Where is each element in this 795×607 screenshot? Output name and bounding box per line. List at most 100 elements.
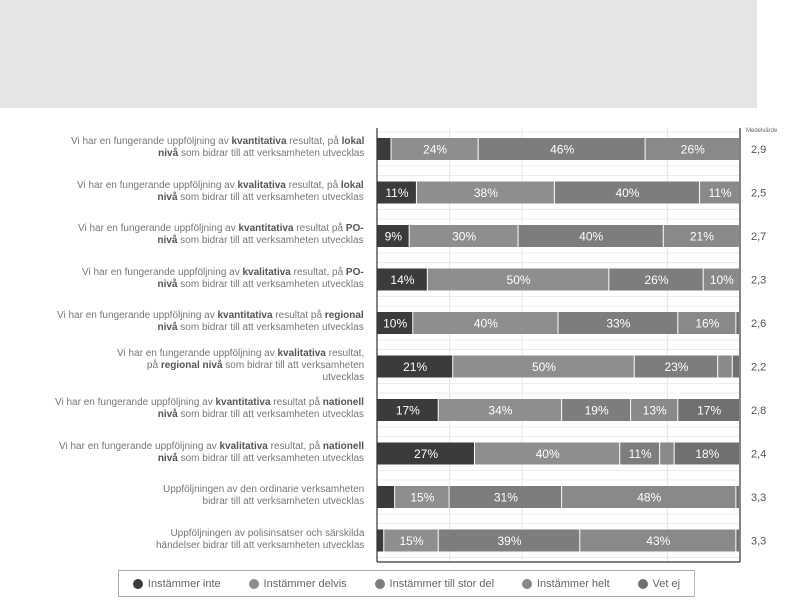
legend-item: Instämmer delvis (248, 577, 347, 590)
median-value: 2,3 (751, 275, 766, 287)
bar-segment (736, 529, 739, 552)
bar-segment (478, 138, 645, 160)
legend-swatch (132, 578, 143, 589)
data-label: 15% (399, 534, 423, 548)
median-value: 2,4 (751, 449, 766, 461)
data-label: 9% (385, 230, 403, 244)
legend-label: Instämmer till stor del (389, 577, 495, 590)
data-label: 15% (410, 491, 434, 505)
bar-segment (475, 442, 620, 465)
bar-segment (377, 312, 413, 334)
category-label: Vi har en fungerande uppföljning av kval… (117, 347, 365, 383)
data-label: 11% (385, 186, 408, 200)
data-label: 24% (423, 143, 447, 157)
data-label: 34% (488, 404, 512, 418)
data-label: 10% (710, 273, 734, 287)
data-label: 40% (474, 317, 498, 331)
bar-segment (453, 355, 634, 378)
data-label: 40% (615, 186, 639, 200)
data-label: 16% (695, 317, 719, 331)
bar-segment (377, 529, 384, 552)
median-value: 2,7 (751, 231, 766, 243)
median-value: 2,5 (751, 188, 766, 200)
data-label: 40% (536, 447, 560, 461)
legend-swatch (248, 578, 259, 589)
data-label: 19% (585, 404, 609, 418)
category-label: Vi har en fungerande uppföljning av kvan… (71, 136, 365, 159)
bar-segment (377, 268, 427, 291)
data-label: 43% (646, 534, 670, 548)
legend-label: Instämmer helt (536, 577, 610, 590)
data-label: 39% (497, 534, 521, 548)
bar-segment (395, 486, 449, 508)
bar-segment (620, 442, 660, 465)
median-column-title: Medelvärde (746, 128, 778, 134)
data-label: 11% (629, 447, 652, 461)
bar-segment (736, 486, 739, 508)
bar-segment (413, 312, 558, 334)
bar-segment (377, 399, 438, 421)
bar-segment (674, 442, 739, 465)
data-label: 46% (550, 143, 574, 157)
legend-label: Instämmer inte (147, 577, 221, 590)
bar-segment (580, 529, 736, 552)
bar-segment (377, 138, 391, 160)
bar-segment (427, 268, 609, 291)
legend-item: Instämmer helt (521, 577, 610, 590)
data-label: 21% (690, 230, 714, 244)
data-label: 13% (643, 404, 667, 418)
bar-segment (449, 486, 562, 508)
data-label: 17% (697, 404, 721, 418)
data-label: 31% (494, 491, 518, 505)
bar-segment (562, 399, 631, 421)
data-label: 18% (695, 447, 719, 461)
data-label: 10% (383, 317, 407, 331)
bar-segment (631, 399, 678, 421)
data-label: 30% (452, 230, 476, 244)
bar-segment (377, 355, 453, 378)
category-label: Uppföljningen av polisinsatser och särsk… (156, 527, 365, 551)
bar-segment (438, 399, 562, 421)
data-label: 11% (708, 186, 731, 200)
data-label: 14% (390, 273, 414, 287)
bar-segment (554, 181, 700, 204)
legend-item: Instämmer inte (132, 577, 221, 590)
bar-segment (377, 225, 409, 247)
bar-segment (377, 181, 416, 204)
bar-segment (678, 399, 739, 421)
median-value: 3,3 (751, 536, 766, 548)
data-label: 33% (606, 317, 630, 331)
legend-label: Instämmer delvis (263, 577, 347, 590)
bar-segment (736, 312, 739, 334)
bar-segment (409, 225, 518, 247)
bar-segment (609, 268, 703, 291)
bar-segment (438, 529, 580, 552)
legend: Instämmer inte Instämmer delvis Instämmer … (118, 570, 695, 597)
category-label: Vi har en fungerande uppföljning av kval… (77, 179, 364, 203)
bar-segment (634, 355, 718, 378)
bar-segment (518, 225, 663, 247)
bar-segment (558, 312, 678, 334)
data-label: 27% (414, 447, 438, 461)
category-label: Vi har en fungerande uppföljning av kvan… (78, 223, 364, 246)
data-label: 50% (507, 273, 531, 287)
data-label: 26% (644, 273, 668, 287)
data-label: 23% (664, 360, 688, 374)
bar-segment (732, 355, 739, 378)
header-banner (0, 0, 757, 108)
bar-segment (703, 268, 739, 291)
bar-segment (700, 181, 739, 204)
bar-segment (377, 442, 475, 465)
bar-segment (645, 138, 739, 160)
bar-segment (384, 529, 438, 552)
median-value: 2,8 (751, 405, 766, 417)
category-label: Vi har en fungerande uppföljning av kvan… (55, 397, 364, 420)
legend-item: Vet ej (637, 578, 680, 590)
median-value: 2,6 (751, 318, 766, 330)
data-label: 50% (532, 360, 556, 374)
bar-segment (678, 312, 736, 334)
median-value: 2,9 (751, 144, 766, 156)
legend-swatch (374, 578, 385, 589)
category-label: Uppföljningen av den ordinarie verksamhe… (163, 484, 365, 507)
bar-segment (416, 181, 554, 204)
